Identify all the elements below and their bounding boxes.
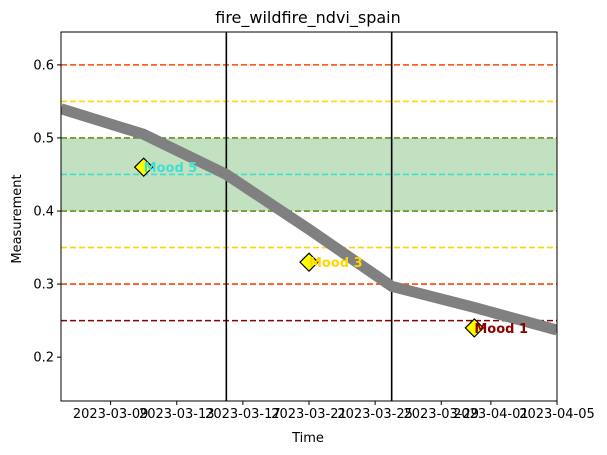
y-tick-label: 0.3 (33, 278, 54, 293)
x-axis-label: Time (291, 431, 324, 446)
y-tick-label: 0.6 (33, 58, 54, 73)
annotation-marker (464, 318, 485, 338)
annotation-label: Mood 5 (144, 161, 198, 176)
x-tick-label: 2023-03-17 (205, 407, 281, 422)
plot-content: Mood 5 Mood 3 Mood 1 (61, 32, 557, 401)
series-line (61, 103, 557, 336)
annotation-marker (133, 157, 154, 178)
y-axis-label: Measurement (10, 174, 25, 263)
y-tick-label: 0.4 (33, 205, 54, 220)
annotation-label: Mood 1 (474, 322, 528, 337)
x-tick-label: 2023-03-25 (337, 407, 413, 422)
plot-frame (60, 31, 558, 402)
x-tick-label: 2023-04-05 (519, 407, 595, 422)
x-tick-label: 2023-03-09 (73, 407, 149, 422)
y-tick-label: 0.2 (33, 351, 54, 366)
x-tick-label: 2023-03-21 (271, 407, 347, 422)
x-tick-label: 2023-03-29 (403, 407, 479, 422)
annotation-marker (299, 252, 319, 273)
x-tick-label: 2023-03-13 (139, 407, 215, 422)
annotation-label: Mood 3 (309, 256, 363, 271)
y-tick-label: 0.5 (33, 131, 54, 146)
x-tick-label: 2023-04-01 (453, 407, 529, 422)
chart-title: fire_wildfire_ndvi_spain (215, 8, 401, 28)
